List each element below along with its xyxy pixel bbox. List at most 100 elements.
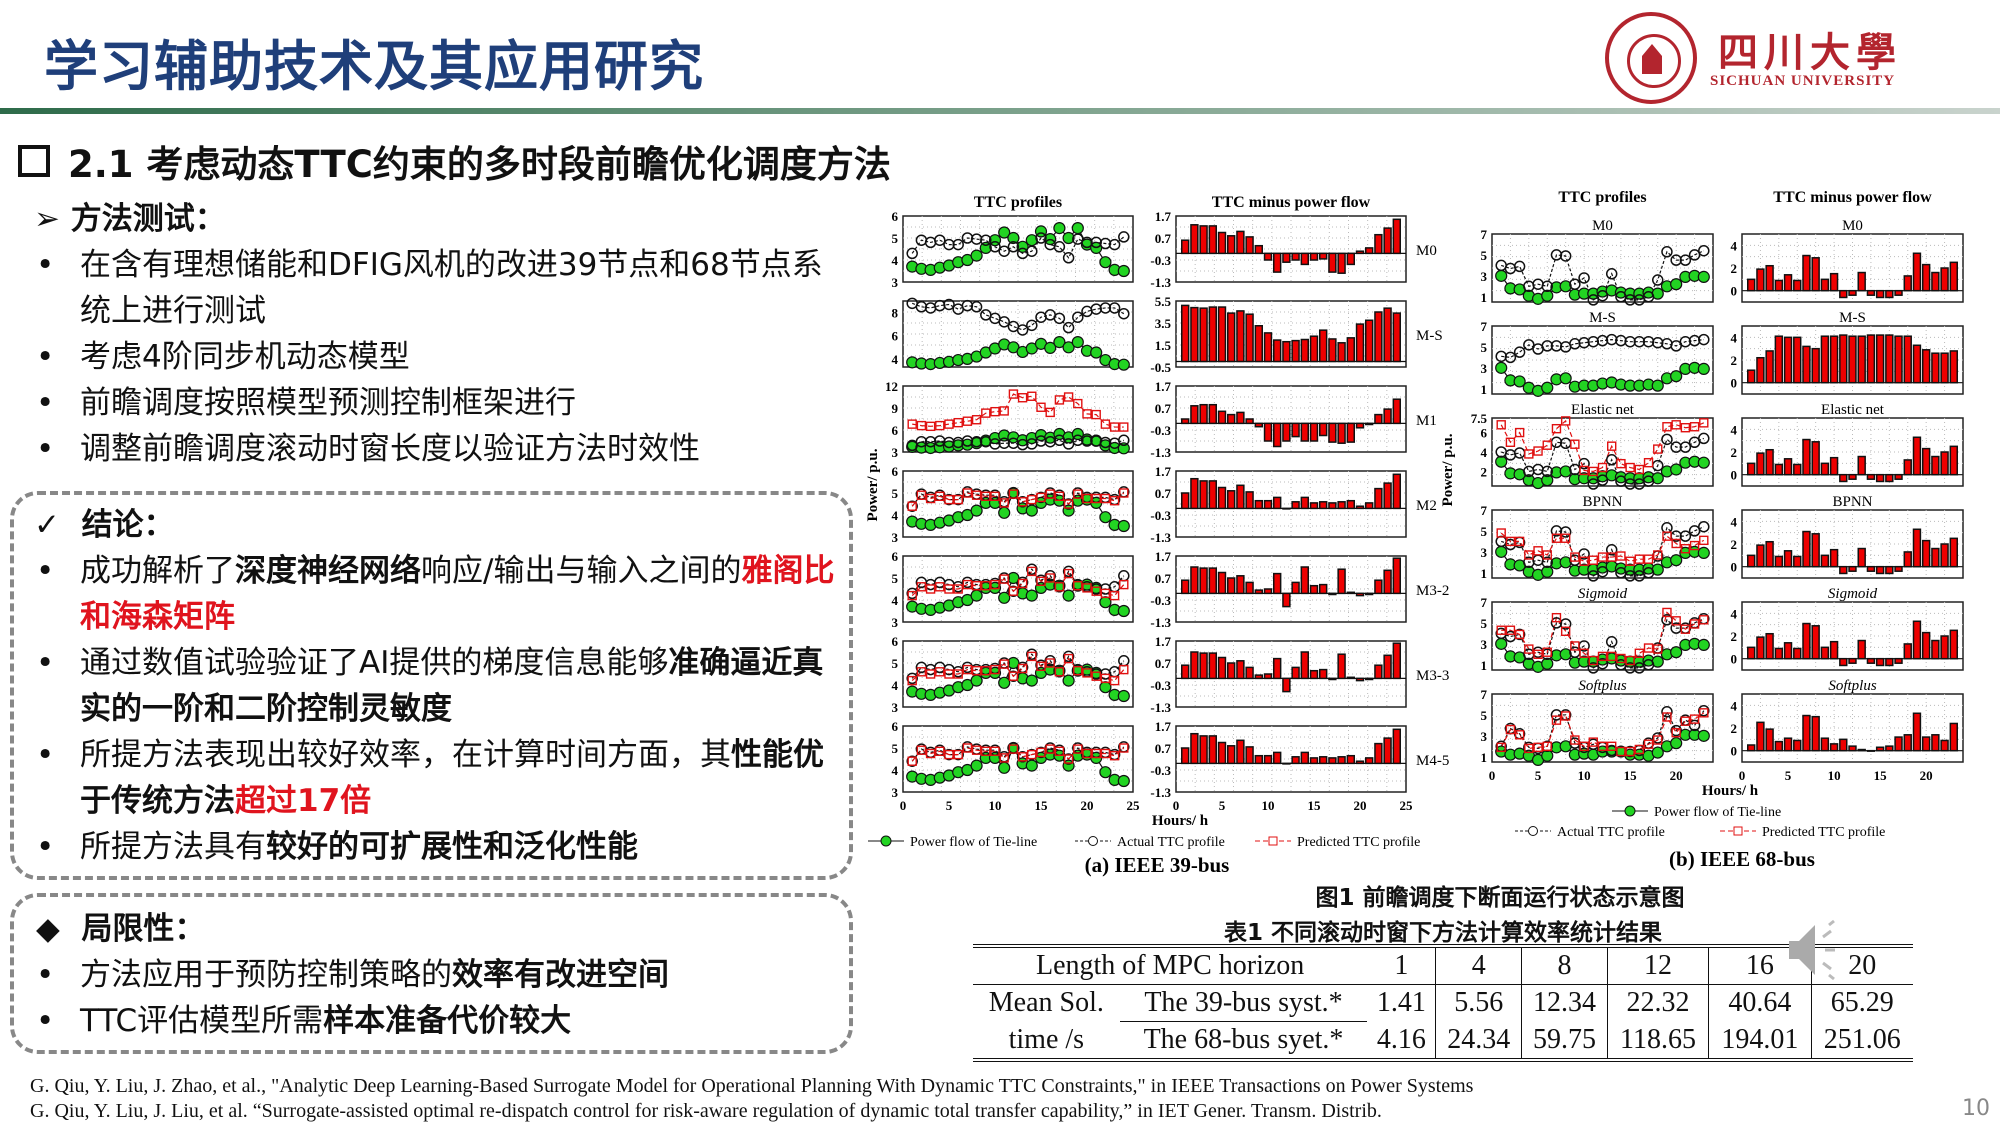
predicted-ttc-point <box>1662 422 1672 432</box>
margin-bar <box>1217 741 1227 765</box>
margin-bar <box>1383 482 1392 510</box>
bar-y-tick-label: -0.3 <box>1150 253 1171 268</box>
margin-bar <box>1254 325 1263 363</box>
predicted-ttc-point <box>1505 724 1516 735</box>
predicted-ttc-point <box>1514 427 1525 438</box>
panel-label: Elastic net <box>1571 402 1635 418</box>
power-flow-point <box>1513 375 1526 388</box>
margin-bar <box>1245 236 1254 255</box>
margin-bar <box>1208 652 1217 680</box>
margin-bar <box>1273 339 1282 363</box>
power-flow-point <box>1670 278 1683 291</box>
x-tick-label: 20 <box>1920 768 1933 783</box>
x-axis-label: Hours/ h <box>1702 783 1759 799</box>
margin-bar <box>1365 319 1374 363</box>
predicted-ttc-point <box>1542 550 1552 560</box>
margin-bar <box>1912 528 1922 568</box>
margin-bar <box>1392 728 1401 765</box>
predicted-ttc-point <box>971 415 982 425</box>
predicted-ttc-point <box>1607 552 1617 562</box>
margin-bar <box>1848 745 1857 752</box>
margin-bar <box>1931 734 1940 752</box>
actual-ttc-point <box>1596 565 1609 578</box>
predicted-ttc-point <box>935 420 945 431</box>
margin-bar <box>1793 336 1802 384</box>
predicted-ttc-point <box>1524 449 1534 459</box>
predicted-ttc-point <box>1689 540 1700 551</box>
margin-bar <box>1181 579 1190 595</box>
actual-ttc-point <box>1679 441 1692 453</box>
margin-bar <box>1337 422 1346 444</box>
y-tick-label: 1 <box>1481 658 1488 673</box>
y-tick-label: 3 <box>892 615 899 630</box>
panel-label: Softplus <box>1578 678 1627 694</box>
margin-bar <box>1875 334 1885 384</box>
predicted-ttc-point <box>1045 744 1055 754</box>
margin-bar <box>1245 666 1254 680</box>
margin-bar <box>1811 625 1820 660</box>
actual-ttc-point <box>1605 268 1618 280</box>
predicted-ttc-point <box>1551 533 1562 543</box>
page-number: 10 <box>1962 1096 1990 1121</box>
margin-bar <box>1903 335 1912 384</box>
power-flow-point <box>1670 463 1683 476</box>
power-flow-point <box>1495 637 1508 650</box>
power-flow-point <box>1670 554 1683 567</box>
margin-bar <box>1365 247 1374 255</box>
list-item: • 考虑4阶同步机动态模型 <box>36 339 410 375</box>
predicted-ttc-point <box>1109 590 1120 601</box>
predicted-ttc-point <box>1533 742 1543 753</box>
margin-bar <box>1921 263 1931 292</box>
actual-ttc-point <box>1642 659 1655 671</box>
panel-label: M0 <box>1592 218 1613 234</box>
margin-bar <box>1355 422 1365 429</box>
predicted-ttc-point <box>1036 576 1046 586</box>
bar-y-tick-label: 4 <box>1731 330 1738 345</box>
x-tick-label: 20 <box>1081 798 1094 813</box>
predicted-ttc-point <box>1109 496 1120 506</box>
panel-label: M3-2 <box>1416 583 1449 599</box>
margin-bar <box>1328 757 1337 765</box>
margin-bar <box>1921 736 1931 752</box>
predicted-ttc-point <box>962 743 973 753</box>
table-cell: 24.34 <box>1435 1021 1522 1060</box>
predicted-ttc-point <box>1017 578 1028 589</box>
margin-bar <box>1903 643 1912 660</box>
predicted-ttc-point <box>1514 536 1525 547</box>
margin-bar <box>1802 438 1811 476</box>
predicted-ttc-point <box>1119 488 1129 498</box>
margin-bar <box>1949 445 1958 476</box>
predicted-ttc-point <box>1017 497 1028 507</box>
table-cell: 65.29 <box>1810 984 1913 1022</box>
margin-bar <box>1774 279 1784 292</box>
predicted-ttc-point <box>1017 663 1028 674</box>
predicted-ttc-point <box>1671 538 1681 549</box>
x-tick-label: 0 <box>1739 768 1746 783</box>
margin-bar <box>1839 738 1848 752</box>
power-flow-point <box>1697 362 1710 375</box>
power-flow-point <box>1071 222 1084 235</box>
margin-bar <box>1227 745 1236 765</box>
actual-ttc-point <box>1541 556 1553 569</box>
margin-bar <box>1774 555 1784 568</box>
y-tick-label: 7 <box>1481 595 1488 610</box>
power-flow-point <box>1117 264 1130 278</box>
margin-bar <box>1346 591 1355 595</box>
actual-ttc-point <box>1062 498 1075 510</box>
y-axis-label: Power/ p.u. <box>1440 433 1456 506</box>
margin-bar <box>1309 252 1319 261</box>
actual-ttc-point <box>1118 434 1130 447</box>
row-group-label: time /s <box>1008 1023 1085 1055</box>
predicted-ttc-point <box>1036 661 1046 671</box>
x-tick-label: 5 <box>1535 768 1542 783</box>
series-line-predicted-ttc <box>1501 611 1705 662</box>
margin-bar <box>1291 581 1300 595</box>
power-flow-point <box>1025 674 1038 687</box>
speaker-icon[interactable] <box>1785 915 1845 985</box>
power-flow-point <box>1651 379 1664 392</box>
university-seal-logo <box>1605 12 1697 104</box>
predicted-ttc-point <box>1607 741 1617 752</box>
margin-bar <box>1866 473 1876 480</box>
actual-ttc-point <box>1670 254 1682 266</box>
margin-bar <box>1291 756 1300 765</box>
